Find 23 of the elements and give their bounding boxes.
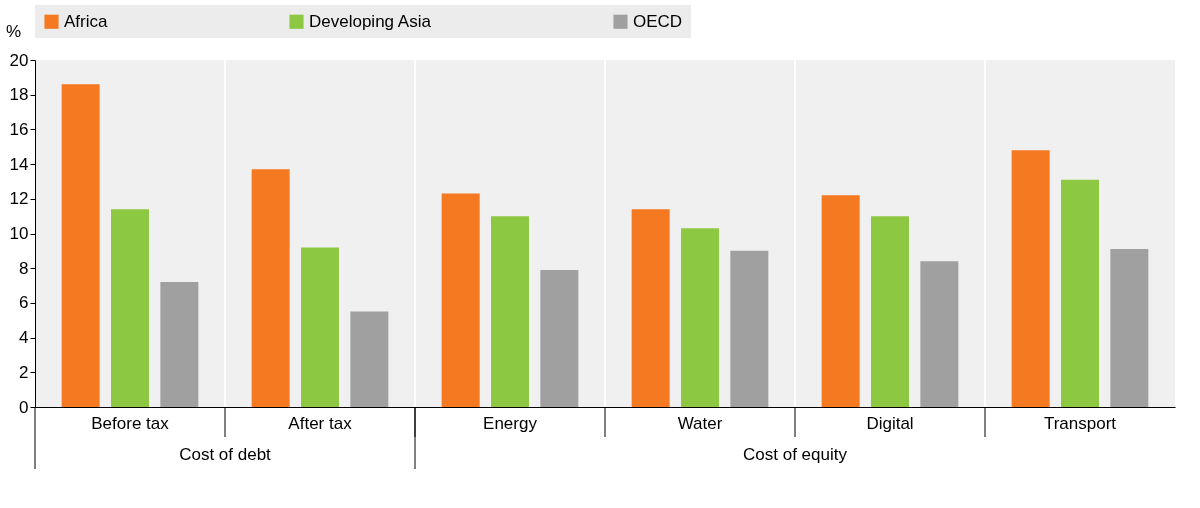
y-tick-label: 2 [19, 362, 29, 382]
x-tick-label: Water [677, 413, 723, 433]
y-tick-label: 16 [9, 119, 29, 139]
x-tick-label: Digital [866, 413, 914, 433]
y-tick-label: 20 [9, 50, 29, 70]
y-tick-label: 8 [19, 258, 29, 278]
y-axis-title: % [5, 21, 22, 41]
legend-label: Developing Asia [309, 11, 432, 31]
y-tick-label: 0 [19, 397, 29, 417]
x-tick-label: Before tax [91, 413, 170, 433]
legend-label: OECD [633, 11, 683, 31]
y-tick-label: 4 [19, 328, 29, 348]
text: Cost of debt [179, 445, 272, 464]
x-tick-label: After tax [288, 413, 353, 433]
y-tick-label: 12 [9, 189, 29, 209]
text: Cost of equity [743, 445, 848, 464]
y-tick-label: 6 [19, 293, 29, 313]
x-tick-label: Transport [1043, 413, 1117, 433]
y-tick-label: 14 [9, 154, 29, 174]
y-tick-label: 18 [9, 85, 29, 105]
legend-label: Africa [64, 11, 108, 31]
x-tick-label: Energy [483, 413, 538, 433]
y-tick-label: 10 [9, 224, 29, 243]
